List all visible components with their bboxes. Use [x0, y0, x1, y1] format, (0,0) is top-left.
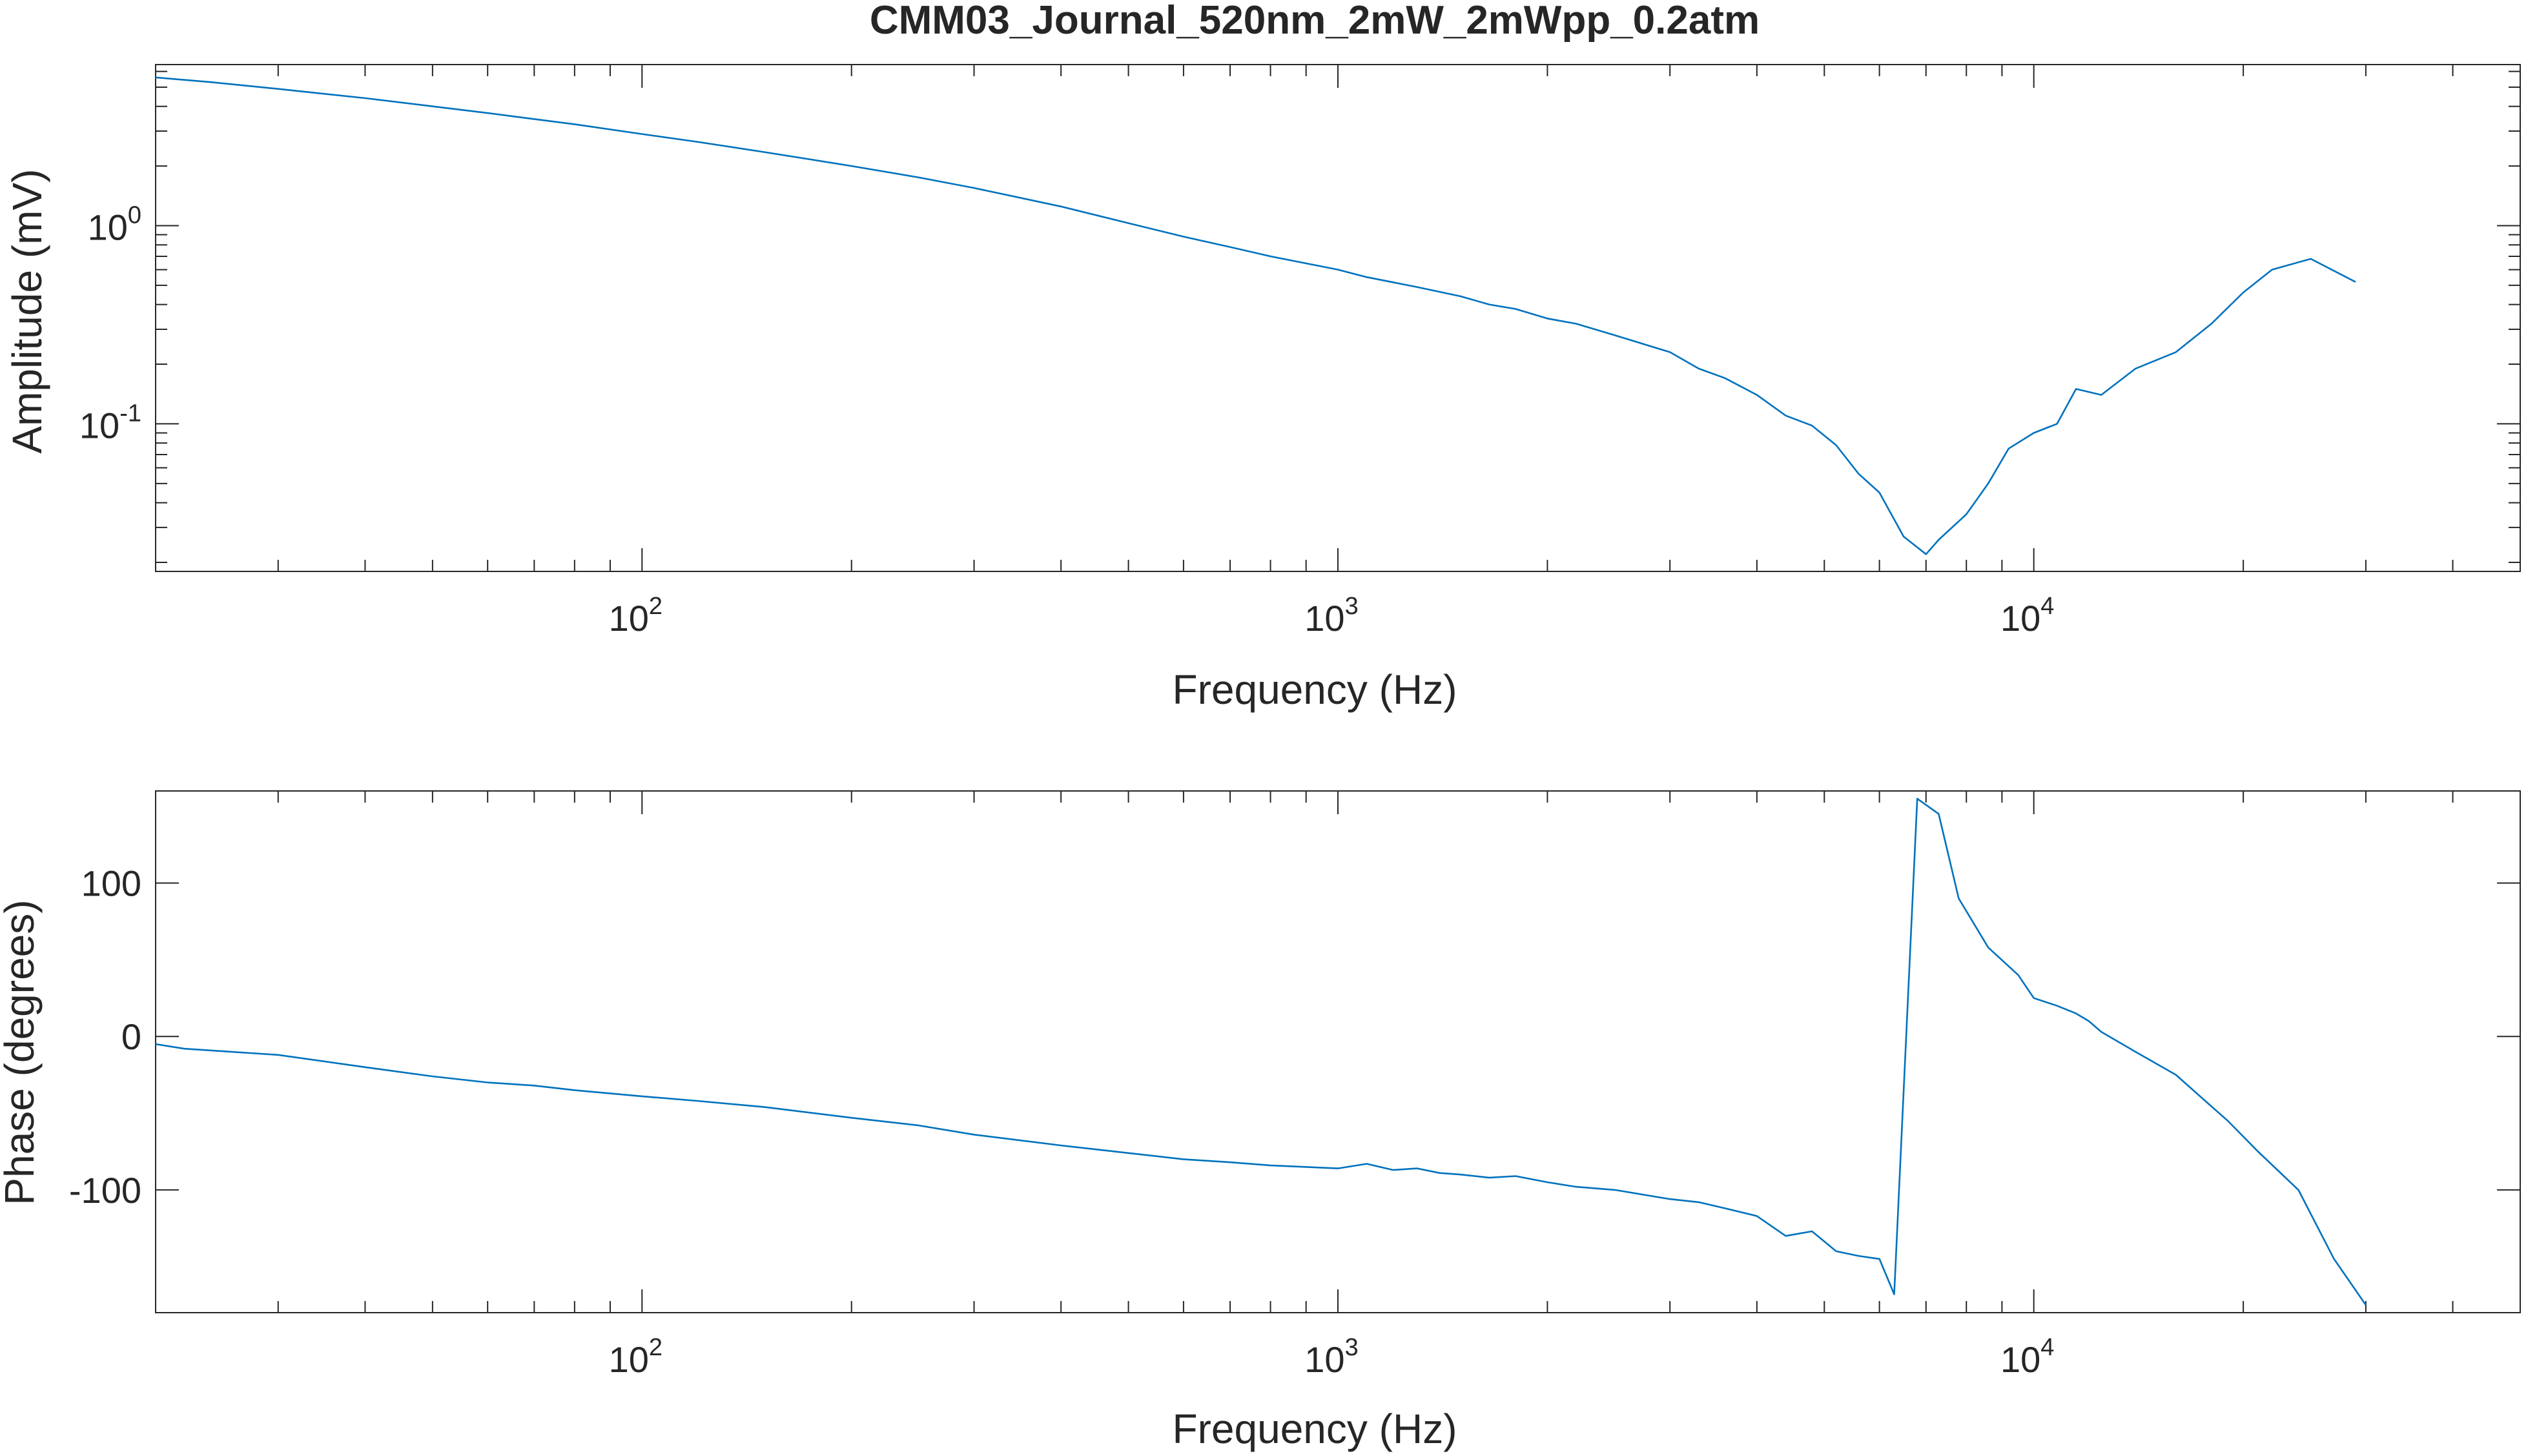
phase-x-tick-label: 102 [609, 1334, 662, 1380]
amplitude-series-line [155, 76, 2356, 555]
phase-x-tick-label: 103 [1304, 1334, 1358, 1380]
phase-ylabel: Phase (degrees) [0, 899, 43, 1205]
phase-y-tick-label: 0 [121, 1016, 141, 1057]
phase-axes: Frequency (Hz) Phase (degrees) 102 103 104… [0, 790, 2521, 1452]
amplitude-x-tick-label: 104 [2000, 593, 2054, 639]
phase-x-tick-label: 104 [2000, 1334, 2054, 1380]
phase-y-tick-label: 100 [81, 863, 141, 904]
amplitude-y-tick-label: 10-1 [79, 400, 141, 446]
amplitude-xlabel: Frequency (Hz) [1173, 666, 1457, 713]
phase-y-tick-label: -100 [69, 1170, 141, 1211]
amplitude-ylabel: Amplitude (mV) [4, 169, 50, 454]
amplitude-x-tick-label: 102 [609, 593, 662, 639]
amplitude-x-tick-label: 103 [1304, 593, 1358, 639]
phase-series-line [155, 797, 2367, 1306]
amplitude-axes: Frequency (Hz) Amplitude (mV) 102 103 104 1… [4, 64, 2521, 713]
phase-xlabel: Frequency (Hz) [1173, 1406, 1457, 1452]
amplitude-y-tick-label: 100 [88, 202, 141, 248]
figure-title: CMM03_Journal_520nm_2mW_2mWpp_0.2atm [870, 0, 1760, 43]
